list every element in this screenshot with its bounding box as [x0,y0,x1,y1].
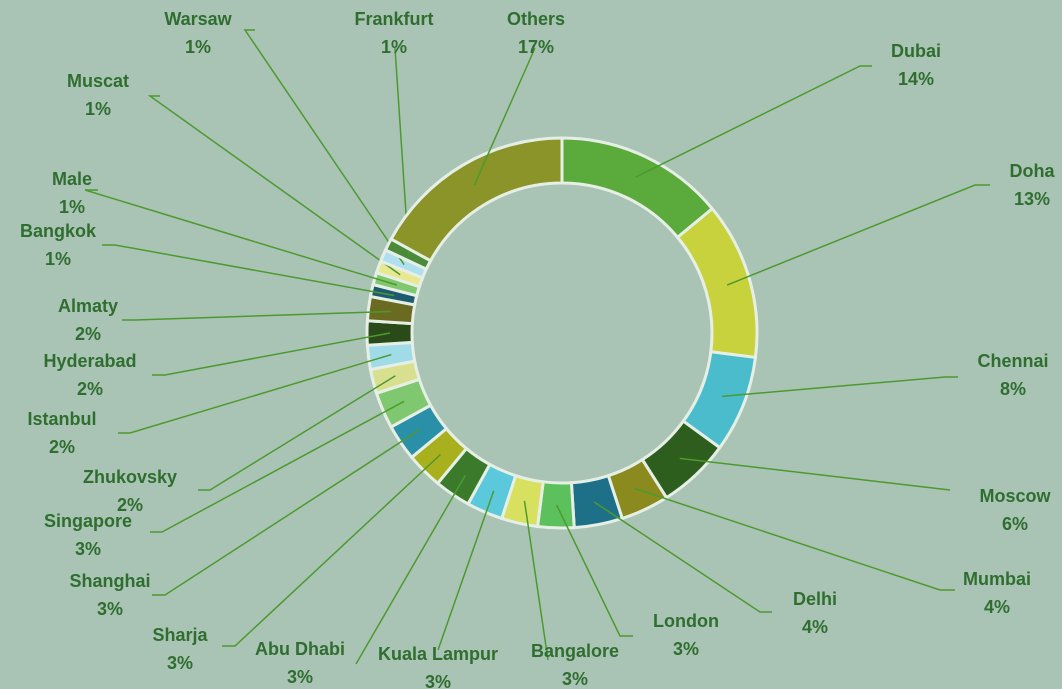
leader-line [473,47,536,186]
category-label: Moscow [979,486,1051,506]
value-label: 6% [1002,514,1028,534]
category-label: Others [507,9,565,29]
leader-line [726,184,990,286]
category-label: Singapore [44,511,132,531]
category-label: Zhukovsky [83,467,177,487]
leader-line [437,490,495,651]
leader-line [147,95,401,276]
leader-line [679,457,951,491]
slice [560,136,715,240]
leader-line [243,29,405,266]
leader-line [122,310,392,321]
value-label: 3% [97,599,123,619]
value-label: 3% [562,669,588,689]
category-label: Bangkok [20,221,97,241]
category-label: London [653,611,719,631]
leader-line [102,244,395,297]
slice [389,136,564,263]
leader-line [555,504,633,637]
category-label: Sharja [152,625,208,645]
value-label: 3% [425,672,451,689]
value-label: 4% [802,617,828,637]
value-label: 3% [287,667,313,687]
leader-line [523,500,549,661]
value-label: 17% [518,37,554,57]
value-label: 2% [75,324,101,344]
leader-line [150,400,405,533]
slice [675,206,759,360]
leader-line [634,65,872,179]
value-label: 14% [898,69,934,89]
leader-line [84,189,398,286]
category-label: Almaty [58,296,118,316]
value-label: 1% [59,197,85,217]
category-label: Delhi [793,589,837,609]
leader-line [118,353,392,434]
category-label: Shanghai [69,571,150,591]
category-label: Frankfurt [354,9,433,29]
category-label: Chennai [977,351,1048,371]
leader-line [152,332,391,376]
leader-line [222,454,441,647]
value-label: 1% [85,99,111,119]
leader-line [355,474,466,665]
value-label: 1% [45,249,71,269]
value-label: 2% [49,437,75,457]
value-label: 3% [167,653,193,673]
leader-line [721,376,958,398]
value-label: 1% [381,37,407,57]
category-label: Bangalore [531,641,619,661]
category-label: Abu Dhabi [255,639,345,659]
category-label: Kuala Lampur [378,644,498,664]
category-label: Muscat [67,71,129,91]
category-label: Male [52,169,92,189]
leader-line [152,429,421,596]
value-label: 2% [77,379,103,399]
leader-line [634,487,955,591]
leader-line [198,375,396,491]
value-label: 13% [1014,189,1050,209]
value-label: 3% [673,639,699,659]
value-label: 3% [75,539,101,559]
category-label: Istanbul [27,409,96,429]
category-label: Doha [1010,161,1056,181]
value-label: 8% [1000,379,1026,399]
category-label: Warsaw [164,9,232,29]
value-label: 1% [185,37,211,57]
leader-line [593,501,772,613]
value-label: 4% [984,597,1010,617]
category-label: Mumbai [963,569,1031,589]
category-label: Dubai [891,41,941,61]
value-label: 2% [117,495,143,515]
category-label: Hyderabad [43,351,136,371]
